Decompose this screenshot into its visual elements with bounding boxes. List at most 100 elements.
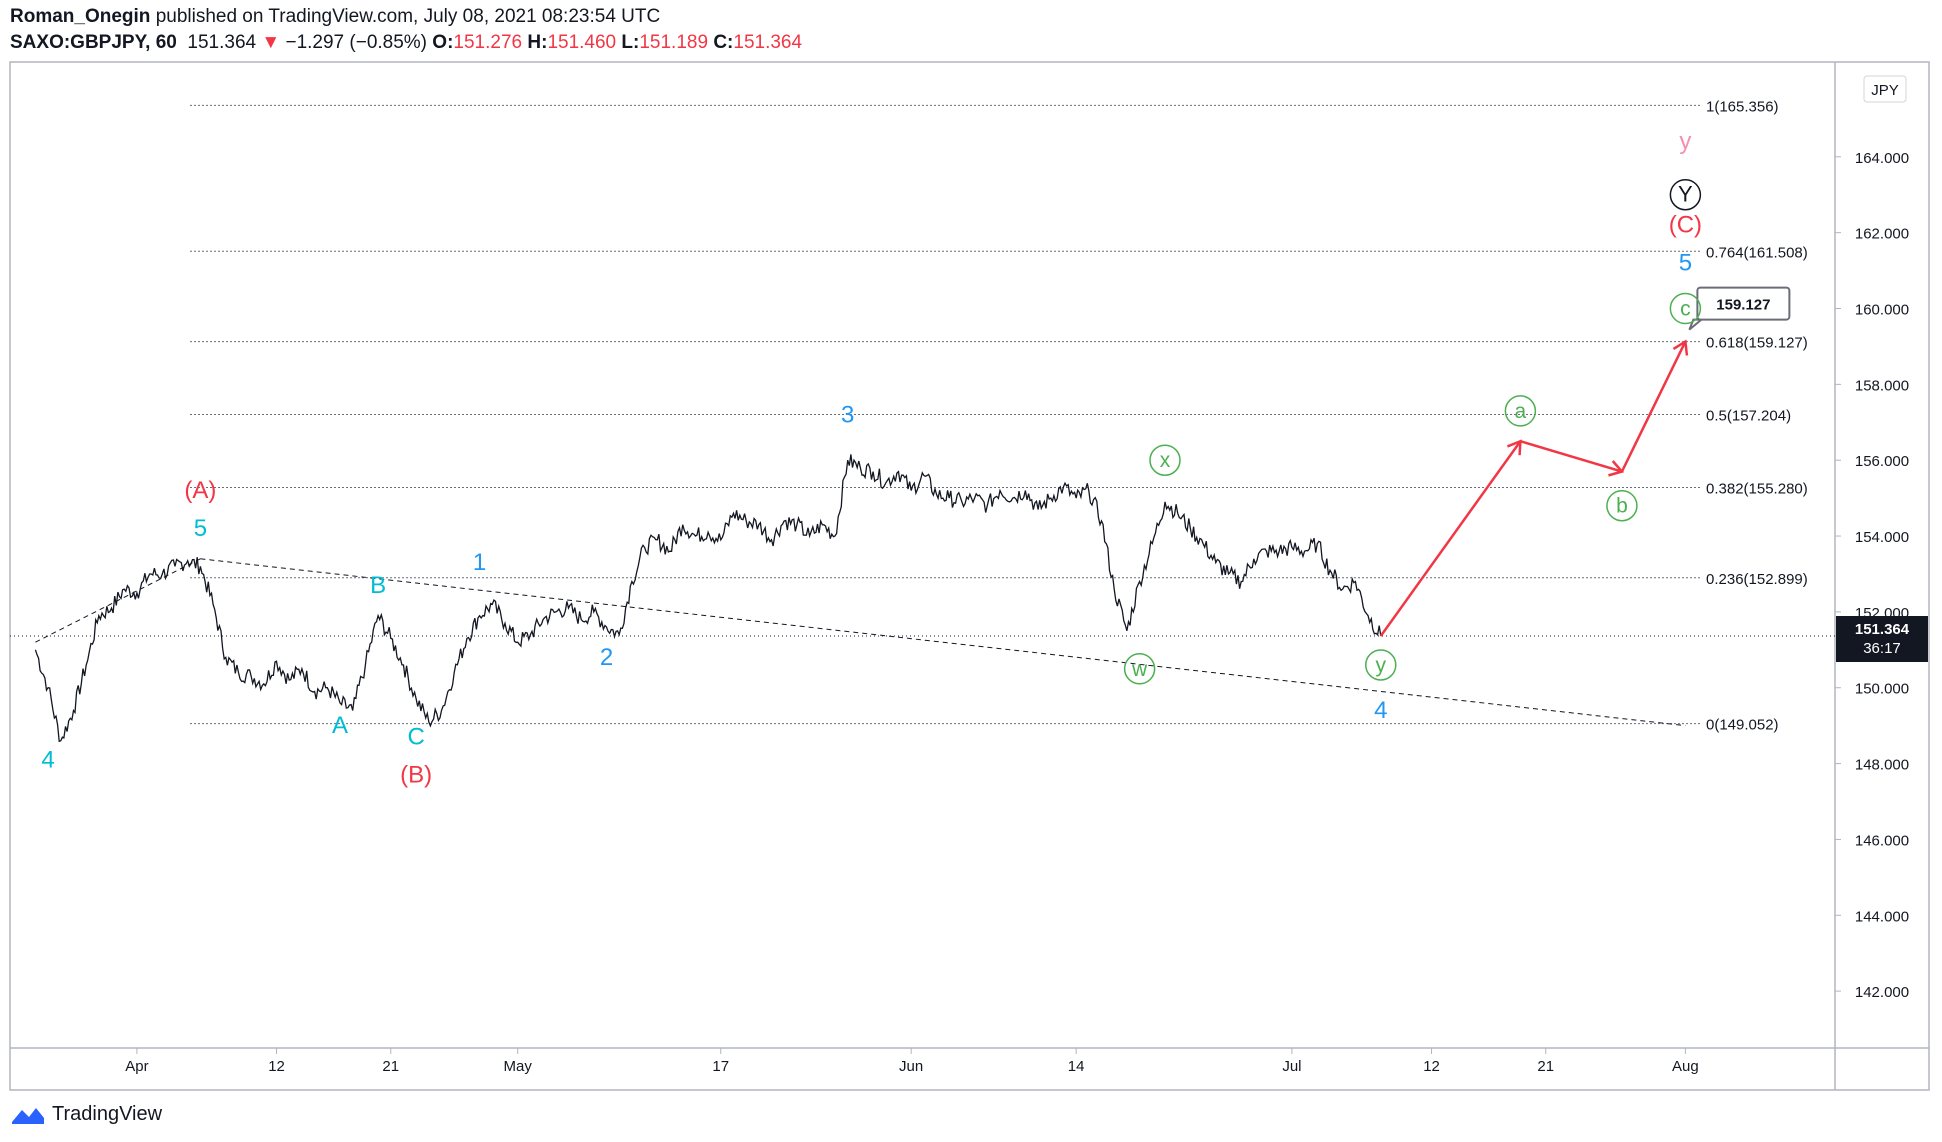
wave-label-12: (C) [1669, 212, 1702, 239]
y-tick-label-6: 154.000 [1855, 529, 1909, 546]
down-arrow-icon: ▼ [261, 32, 281, 53]
currency-badge[interactable]: JPY [1863, 75, 1907, 103]
open-label: O: [432, 32, 454, 53]
fib-label-6: 0(149.052) [1706, 717, 1779, 734]
bar-countdown: 36:17 [1863, 640, 1901, 657]
wave-label-11: 5 [1679, 250, 1692, 277]
projection-path: 159.127 [1379, 286, 1791, 637]
low-value: 151.189 [639, 32, 709, 53]
symbol-info: SAXO:GBPJPY, 60 151.364 ▼ −1.297 (−0.85%… [10, 32, 802, 54]
y-tick-label-9: 160.000 [1855, 302, 1909, 319]
wave-label-5: C [407, 724, 424, 751]
y-tick-label-7: 156.000 [1855, 453, 1909, 470]
last-price-tag: 151.364 36:17 [1836, 616, 1928, 663]
currency-label: JPY [1871, 82, 1899, 99]
x-tick-label-2: 21 [382, 1058, 399, 1075]
wave-circle-1 [1123, 653, 1156, 685]
fib-label-3: 0.5(157.204) [1706, 408, 1791, 425]
fib-levels: 1(165.356) 0.764(161.508) 0.618(159.127) 0.… [190, 98, 1808, 734]
y-tick-label-10: 162.000 [1855, 226, 1909, 243]
wave-circle-label-6: Y [1678, 182, 1693, 207]
brand-name: TradingView [52, 1103, 163, 1125]
wave-circle-2 [1365, 649, 1397, 681]
trendlines [35, 558, 1686, 727]
wave-label-8: 2 [600, 644, 613, 671]
wave-labels: 4 (A) 5 B A C (B) 1 2 3 4 5 (C) y x w y a b c Y [41, 128, 1702, 788]
price-axis[interactable]: 142.000144.000146.000148.000150.000152.0… [1835, 150, 1909, 1001]
x-tick-label-7: Jul [1282, 1058, 1301, 1075]
close-label: C: [713, 32, 734, 53]
x-tick-label-0: Apr [125, 1058, 148, 1075]
x-tick-label-3: May [504, 1058, 533, 1075]
fib-label-1: 0.764(161.508) [1706, 244, 1808, 261]
fib-label-5: 0.236(152.899) [1706, 571, 1808, 588]
projection-arrowhead-1 [1608, 460, 1625, 477]
y-tick-label-0: 142.000 [1855, 984, 1909, 1001]
y-tick-label-2: 146.000 [1855, 832, 1909, 849]
published-text: published on TradingView.com, July 08, 2… [155, 6, 661, 27]
y-tick-label-1: 144.000 [1855, 908, 1909, 925]
projection-leg-2 [1620, 341, 1687, 473]
high-value: 151.460 [547, 32, 617, 53]
trendline-1 [200, 558, 1686, 727]
y-tick-label-4: 150.000 [1855, 681, 1909, 698]
wave-circle-0 [1149, 444, 1181, 476]
wave-label-9: 3 [841, 401, 854, 428]
price-line [34, 454, 1382, 743]
x-tick-label-9: 21 [1537, 1058, 1554, 1075]
wave-label-4: A [332, 712, 348, 739]
wave-label-2: 5 [194, 515, 207, 542]
wave-circle-3 [1504, 395, 1537, 427]
y-tick-label-8: 158.000 [1855, 377, 1909, 394]
trendline-0 [35, 558, 201, 643]
author-name[interactable]: Roman_Onegin [10, 6, 151, 27]
x-tick-label-4: 17 [712, 1058, 729, 1075]
wave-circle-6 [1669, 178, 1702, 211]
open-value: 151.276 [453, 32, 523, 53]
symbol-name[interactable]: SAXO:GBPJPY, 60 [10, 32, 177, 53]
wave-label-3: B [370, 572, 386, 599]
last-price-tag-value: 151.364 [1855, 621, 1910, 638]
projection-leg-1 [1520, 440, 1623, 473]
projection-arrowhead-0 [1506, 439, 1522, 456]
target-callout-box [1696, 286, 1791, 321]
x-tick-label-1: 12 [268, 1058, 285, 1075]
wave-label-1: (A) [184, 477, 216, 504]
x-tick-label-10: Aug [1672, 1058, 1699, 1075]
target-callout-value: 159.127 [1716, 297, 1770, 314]
wave-circle-label-0: x [1160, 449, 1171, 472]
fib-label-0: 1(165.356) [1706, 98, 1779, 115]
x-tick-label-8: 12 [1423, 1058, 1440, 1075]
projection-leg-0 [1379, 440, 1522, 637]
x-tick-label-5: Jun [899, 1058, 923, 1075]
wave-circle-5 [1669, 292, 1702, 325]
close-value: 151.364 [733, 32, 803, 53]
wave-label-6: (B) [400, 762, 432, 789]
wave-circle-label-3: a [1515, 400, 1527, 423]
fib-label-4: 0.382(155.280) [1706, 480, 1808, 497]
tradingview-logo[interactable]: TradingView [10, 1103, 162, 1126]
wave-circle-label-2: y [1376, 654, 1387, 677]
projection-arrowhead-2 [1672, 339, 1689, 356]
publish-info: Roman_Onegin published on TradingView.co… [10, 6, 660, 28]
tradingview-logo-icon [12, 1107, 44, 1124]
wave-circle-label-5: c [1680, 298, 1691, 321]
wave-label-0: 4 [41, 746, 54, 773]
wave-circle-4 [1606, 489, 1638, 522]
fib-label-2: 0.618(159.127) [1706, 335, 1808, 352]
time-axis[interactable]: Apr 12 21 May 17 Jun 14 Jul 12 21 Aug [125, 1048, 1699, 1075]
low-label: L: [621, 32, 640, 53]
wave-label-7: 1 [473, 549, 486, 576]
wave-circle-label-4: b [1616, 495, 1628, 518]
price-change: −1.297 (−0.85%) [285, 32, 428, 53]
price-series [10, 454, 1835, 743]
x-tick-label-6: 14 [1068, 1058, 1085, 1075]
chart-frame [9, 61, 1930, 1091]
wave-label-10: 4 [1374, 697, 1387, 724]
y-tick-label-11: 164.000 [1855, 150, 1909, 167]
last-price: 151.364 [187, 32, 257, 53]
target-callout-pointer [1688, 318, 1705, 331]
wave-label-13: y [1679, 128, 1691, 155]
high-label: H: [527, 32, 548, 53]
